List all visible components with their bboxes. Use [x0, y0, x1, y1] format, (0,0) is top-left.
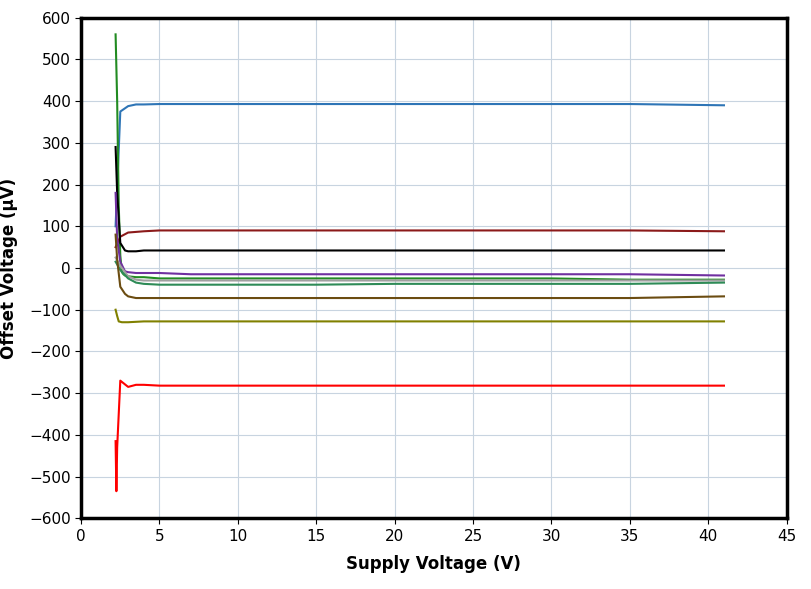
Y-axis label: Offset Voltage (μV): Offset Voltage (μV)	[0, 177, 18, 359]
X-axis label: Supply Voltage (V): Supply Voltage (V)	[346, 555, 521, 573]
